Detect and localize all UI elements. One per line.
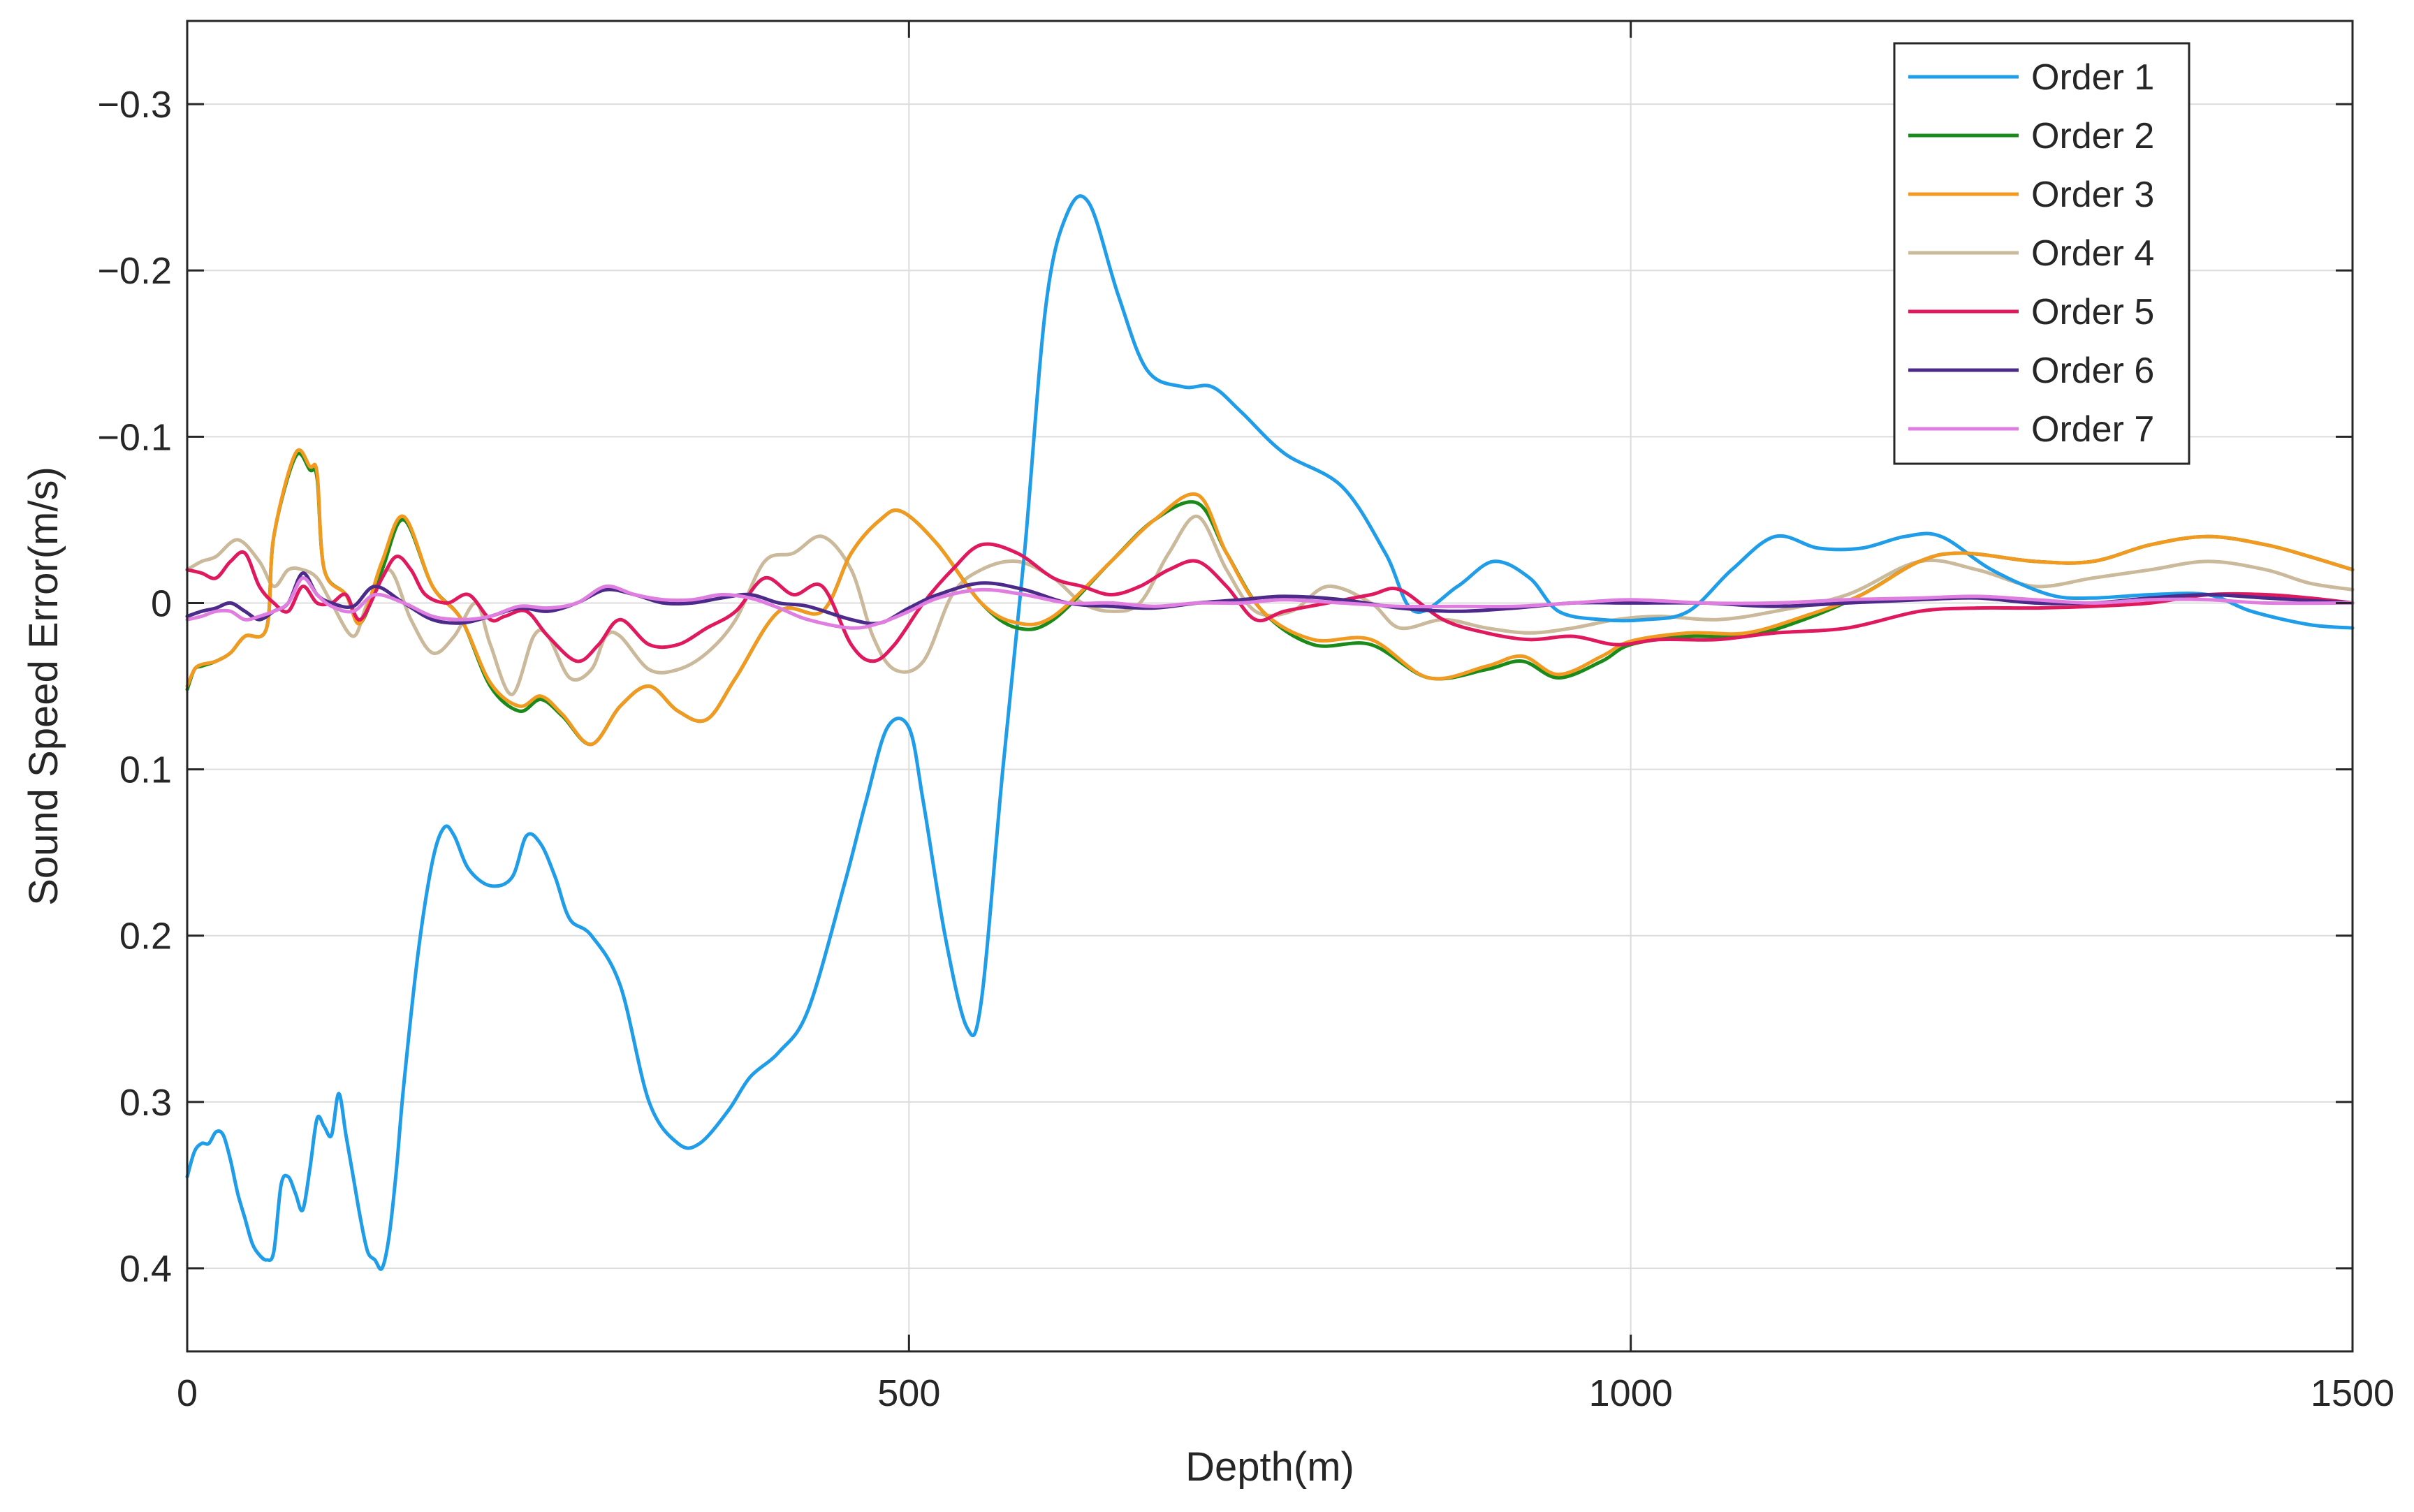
- legend-label: Order 6: [2031, 351, 2154, 391]
- series-line-order-3: [185, 448, 2355, 747]
- legend-label: Order 3: [2031, 175, 2154, 215]
- y-tick-label: −0.1: [97, 416, 172, 458]
- x-tick-label: 500: [877, 1372, 940, 1414]
- series-line-order-7: [185, 576, 2355, 630]
- x-tick-label: 0: [177, 1372, 198, 1414]
- y-tick-label: 0: [151, 582, 172, 624]
- y-tick-label: 0.2: [119, 916, 172, 957]
- y-axis-label: Sound Speed Error(m/s): [21, 467, 66, 906]
- legend: Order 1 Order 2 Order 3 Order 4 Order 5 Order…: [1893, 42, 2190, 465]
- plot-frame: [186, 20, 2354, 1353]
- series-line-order-4: [185, 515, 2355, 696]
- y-tick-label: 0.3: [119, 1082, 172, 1124]
- series-line-order-6: [185, 571, 2355, 626]
- y-tick-label: 0.4: [119, 1248, 172, 1290]
- legend-label: Order 4: [2031, 233, 2154, 274]
- y-tick-label: 0.1: [119, 749, 172, 791]
- series-lines: [185, 194, 2355, 1271]
- legend-label: Order 2: [2031, 116, 2154, 156]
- axis-ticks: 0 500 1000 1500 −0.3 −0.2 −0.1 0 0.1 0.2 0.3 0.4: [97, 21, 2394, 1414]
- series-line-order-5: [185, 542, 2355, 663]
- legend-label: Order 1: [2031, 57, 2154, 98]
- y-tick-label: −0.3: [97, 84, 172, 126]
- y-tick-label: −0.2: [97, 250, 172, 292]
- legend-label: Order 5: [2031, 292, 2154, 332]
- x-axis-label: Depth(m): [1185, 1444, 1354, 1490]
- legend-label: Order 7: [2031, 409, 2154, 450]
- x-tick-label: 1000: [1589, 1372, 1673, 1414]
- x-tick-label: 1500: [2311, 1372, 2394, 1414]
- series-line-order-1: [185, 194, 2355, 1271]
